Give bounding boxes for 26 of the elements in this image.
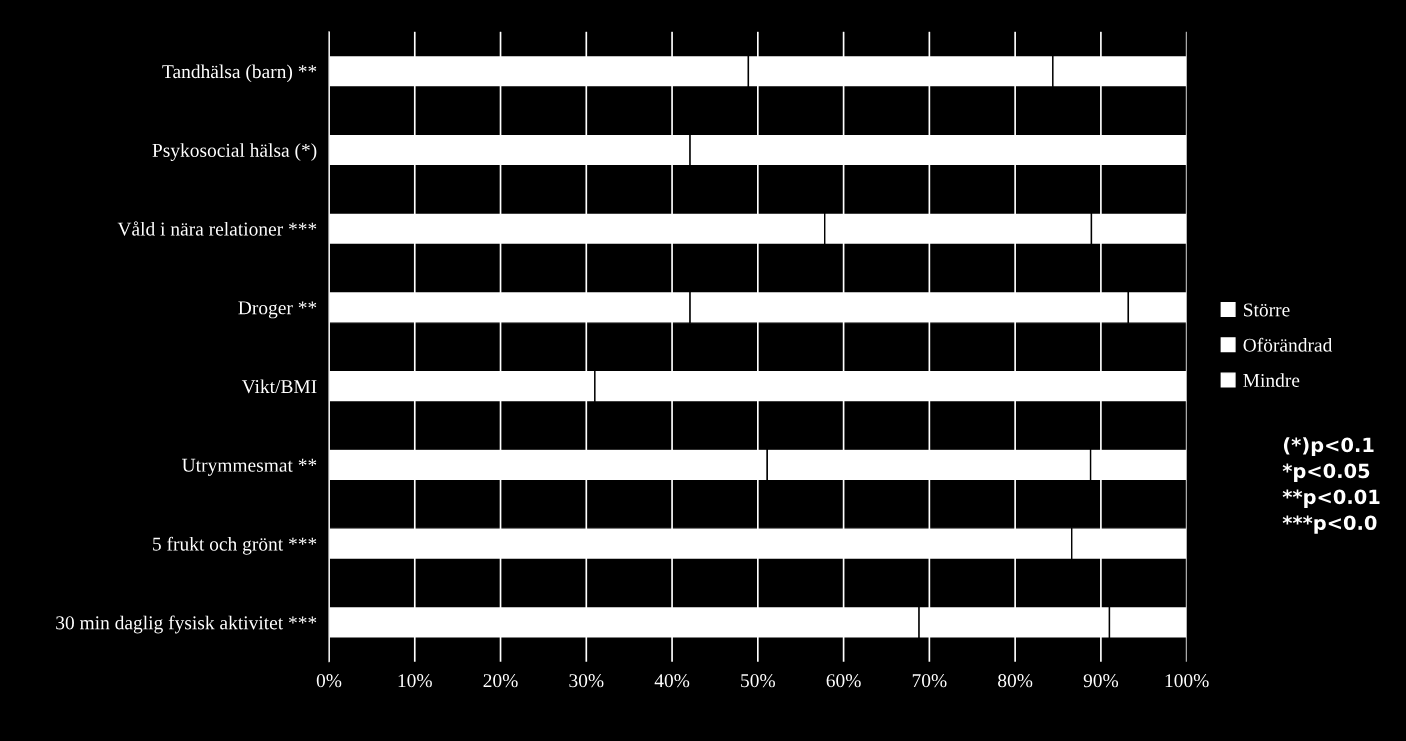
x-tick-label: 50% — [741, 674, 775, 688]
y-tick-label: Psykosocial hälsa (*) — [152, 143, 317, 161]
y-tick-label: 5 frukt och grönt *** — [153, 536, 317, 555]
y-tick-label: Utrymmesmat ** — [182, 458, 317, 476]
x-tick-label: 90% — [1083, 674, 1119, 688]
x-tick-label: 30% — [569, 674, 604, 688]
x-tick-label: 40% — [654, 674, 690, 688]
x-tick-label: 100% — [1165, 674, 1209, 688]
text: *p<0.05 — [1282, 463, 1370, 482]
y-tick-label: Vikt/BMI — [241, 379, 317, 394]
y-tick-label: Tandhälsa (barn) ** — [162, 64, 317, 83]
x-tick-label: 80% — [998, 674, 1033, 688]
x-tick-label: 70% — [912, 674, 947, 688]
text: (*)p<0.1 — [1283, 437, 1374, 457]
x-tick-label: 0% — [316, 674, 342, 688]
legend-label: Oförändrad — [1243, 337, 1333, 352]
legend-label: Mindre — [1243, 373, 1300, 387]
y-tick-label: Droger ** — [238, 301, 317, 319]
y-tick-label: 30 min daglig fysisk aktivitet *** — [56, 615, 317, 634]
x-tick-label: 20% — [483, 674, 518, 688]
y-tick-label: Våld i nära relationer *** — [117, 221, 317, 236]
text: ***p<0.0 — [1282, 515, 1377, 534]
legend-label: Större — [1244, 303, 1290, 317]
x-tick-label: 10% — [398, 674, 432, 688]
x-tick-label: 60% — [826, 674, 861, 688]
text: **p<0.01 — [1282, 489, 1380, 508]
